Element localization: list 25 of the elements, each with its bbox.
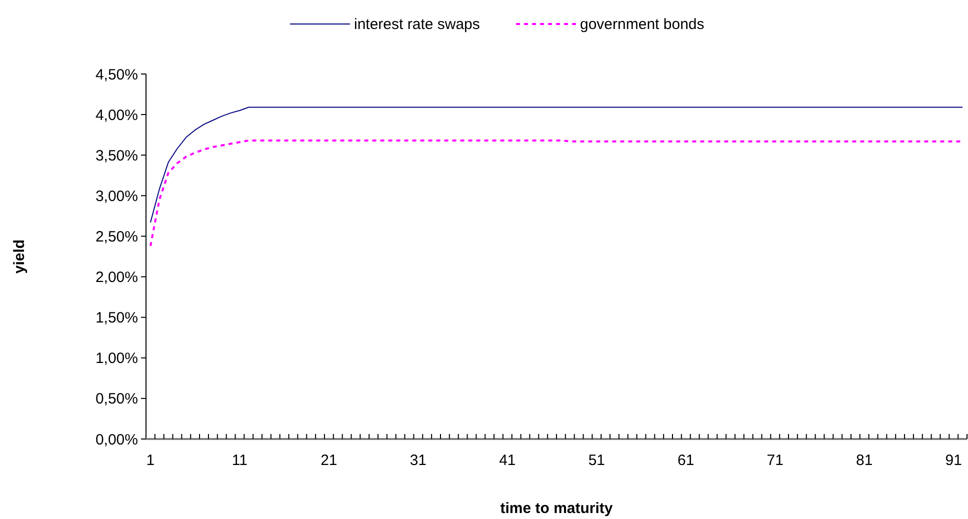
x-tick-label: 81 [856,452,873,469]
y-tick-label: 4,00% [95,106,138,124]
legend-label: government bonds [580,16,704,33]
x-tick-label: 41 [499,452,516,469]
x-tick-label: 61 [678,452,694,469]
y-axis-title: yield [11,239,28,274]
x-tick-label: 1 [146,452,155,469]
y-tick-label: 3,50% [95,147,138,164]
x-tick-label: 11 [232,452,248,469]
x-tick-label: 21 [320,452,338,469]
y-tick-label: 2,50% [95,228,138,246]
y-tick-label: 4,50% [95,66,138,84]
legend-label: interest rate swaps [354,16,480,33]
y-tick-label: 1,50% [95,310,138,327]
x-tick-label: 31 [410,452,427,469]
line-series [150,106,964,223]
y-tick-label: 0,50% [95,390,138,408]
x-tick-label: 71 [766,452,784,469]
x-axis-title: time to maturity [500,500,614,517]
x-tick-label: 51 [588,452,605,469]
y-tick-label: 0,00% [95,431,138,448]
y-tick-label: 3,00% [95,188,138,205]
x-tick-label: 91 [945,452,962,469]
y-tick-label: 2,00% [95,269,138,286]
y-tick-label: 1,00% [95,350,138,368]
